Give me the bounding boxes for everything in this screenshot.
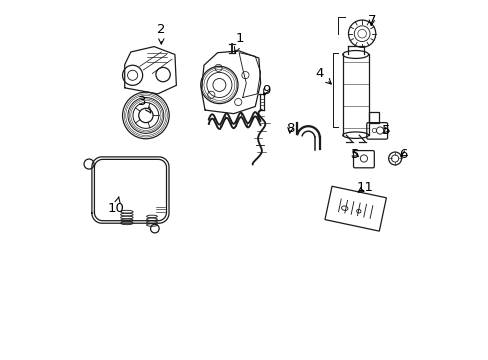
Text: 10: 10 bbox=[107, 197, 124, 215]
Text: 5: 5 bbox=[351, 148, 359, 161]
Text: 7: 7 bbox=[367, 14, 375, 27]
Text: 6: 6 bbox=[398, 148, 407, 161]
Text: 5: 5 bbox=[381, 124, 389, 137]
Text: 11: 11 bbox=[355, 181, 372, 194]
Text: 8: 8 bbox=[285, 122, 294, 135]
Text: 3: 3 bbox=[138, 95, 150, 113]
Text: 9: 9 bbox=[261, 84, 270, 97]
Text: 4: 4 bbox=[315, 67, 330, 84]
Text: 2: 2 bbox=[157, 23, 165, 44]
Text: 1: 1 bbox=[234, 32, 244, 53]
